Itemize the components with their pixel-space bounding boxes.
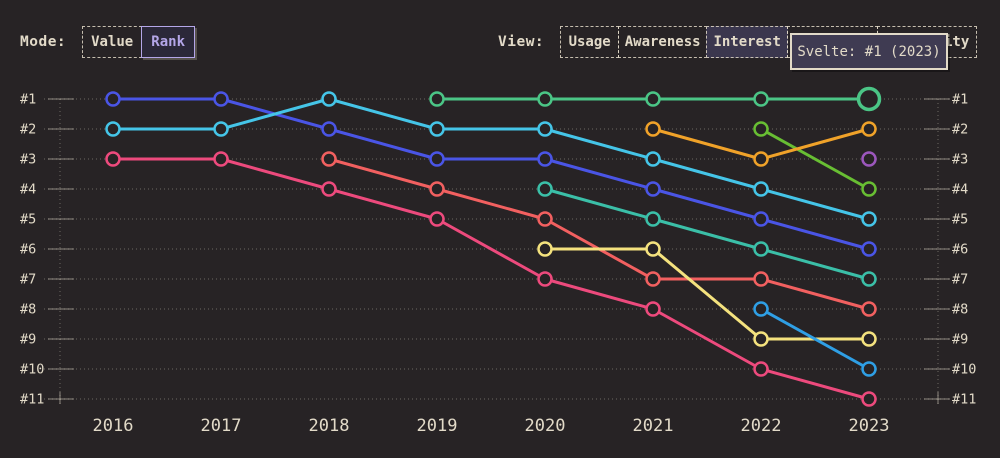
point-series-cyan-2020[interactable] — [537, 121, 553, 137]
rank-label-right-5: #5 — [952, 212, 968, 228]
point-series-salmon-2023[interactable] — [861, 301, 877, 317]
point-Svelte-2021[interactable] — [645, 91, 661, 107]
point-series-cyan-2021[interactable] — [645, 151, 661, 167]
rank-label-left-4: #4 — [20, 182, 36, 198]
tooltip: Svelte: #1 (2023) — [790, 33, 948, 70]
rank-label-right-2: #2 — [952, 122, 968, 138]
rank-label-left-9: #9 — [20, 332, 36, 348]
tooltip-text: Svelte: #1 (2023) — [797, 43, 941, 60]
year-label-2023: 2023 — [849, 416, 890, 436]
rank-label-left-2: #2 — [20, 122, 36, 138]
line-series-indigo — [111, 97, 871, 251]
point-series-salmon-2019[interactable] — [429, 181, 445, 197]
mode-label: Mode: — [20, 34, 67, 50]
point-series-indigo-2016[interactable] — [105, 91, 121, 107]
point-series-salmon-2022[interactable] — [753, 271, 769, 287]
point-series-cyan-2018[interactable] — [321, 91, 337, 107]
line-series-sky — [759, 307, 871, 371]
point-series-orange-2022[interactable] — [753, 151, 769, 167]
rank-label-left-3: #3 — [20, 152, 36, 168]
point-series-lime-2022[interactable] — [753, 121, 769, 137]
year-label-2019: 2019 — [417, 416, 458, 436]
rank-label-right-9: #9 — [952, 332, 968, 348]
line-series-salmon — [327, 157, 871, 311]
rank-label-left-1: #1 — [20, 92, 36, 108]
point-series-yellow-2022[interactable] — [753, 331, 769, 347]
point-series-salmon-2018[interactable] — [321, 151, 337, 167]
line-series-pink — [111, 157, 871, 401]
rank-label-right-6: #6 — [952, 242, 968, 258]
point-series-pink-2018[interactable] — [321, 181, 337, 197]
year-label-2016: 2016 — [93, 416, 134, 436]
point-series-indigo-2018[interactable] — [321, 121, 337, 137]
point-series-salmon-2020[interactable] — [537, 211, 553, 227]
year-label-2022: 2022 — [741, 416, 782, 436]
rank-label-left-10: #10 — [20, 362, 44, 378]
mode-buttons-row: Value Rank — [82, 26, 196, 58]
point-series-teal-2023[interactable] — [861, 271, 877, 287]
point-series-pink-2021[interactable] — [645, 301, 661, 317]
mode-toggle-group: Mode: Value Rank — [20, 26, 196, 58]
point-series-lime-2023[interactable] — [861, 181, 877, 197]
rank-label-right-10: #10 — [952, 362, 976, 378]
line-series-lime — [759, 127, 871, 191]
point-series-teal-2022[interactable] — [753, 241, 769, 257]
year-label-2018: 2018 — [309, 416, 350, 436]
point-series-indigo-2020[interactable] — [537, 151, 553, 167]
point-series-indigo-2022[interactable] — [753, 211, 769, 227]
year-label-2017: 2017 — [201, 416, 242, 436]
rank-label-right-1: #1 — [952, 92, 968, 108]
point-series-cyan-2019[interactable] — [429, 121, 445, 137]
mode-option-rank[interactable]: Rank — [141, 26, 196, 58]
rank-label-left-11: #11 — [20, 392, 44, 408]
point-series-cyan-2017[interactable] — [213, 121, 229, 137]
point-series-indigo-2021[interactable] — [645, 181, 661, 197]
point-series-sky-2022[interactable] — [753, 301, 769, 317]
view-label: View: — [498, 34, 545, 50]
point-series-orange-2023[interactable] — [861, 121, 877, 137]
point-Svelte-2023[interactable] — [856, 86, 882, 112]
point-series-yellow-2023[interactable] — [861, 331, 877, 347]
view-toggle-group: View: UsageAwarenessInterestPositivity — [498, 26, 978, 58]
rank-label-right-7: #7 — [952, 272, 968, 288]
point-series-pink-2022[interactable] — [753, 361, 769, 377]
point-series-pink-2023[interactable] — [861, 391, 877, 407]
point-series-teal-2020[interactable] — [537, 181, 553, 197]
point-series-purple-2023[interactable] — [861, 151, 877, 167]
point-series-salmon-2021[interactable] — [645, 271, 661, 287]
rank-label-left-6: #6 — [20, 242, 36, 258]
point-series-cyan-2016[interactable] — [105, 121, 121, 137]
rank-label-left-5: #5 — [20, 212, 36, 228]
point-series-indigo-2017[interactable] — [213, 91, 229, 107]
point-series-pink-2017[interactable] — [213, 151, 229, 167]
point-series-cyan-2023[interactable] — [861, 211, 877, 227]
rank-label-right-3: #3 — [952, 152, 968, 168]
point-series-orange-2021[interactable] — [645, 121, 661, 137]
rank-label-right-11: #11 — [952, 392, 976, 408]
year-label-2020: 2020 — [525, 416, 566, 436]
rank-label-right-4: #4 — [952, 182, 968, 198]
point-Svelte-2020[interactable] — [537, 91, 553, 107]
point-series-yellow-2021[interactable] — [645, 241, 661, 257]
point-series-pink-2020[interactable] — [537, 271, 553, 287]
point-series-pink-2019[interactable] — [429, 211, 445, 227]
point-series-indigo-2019[interactable] — [429, 151, 445, 167]
rank-label-right-8: #8 — [952, 302, 968, 318]
year-label-2021: 2021 — [633, 416, 674, 436]
view-buttons-row: UsageAwarenessInterestPositivity — [560, 26, 978, 58]
point-series-teal-2021[interactable] — [645, 211, 661, 227]
point-series-cyan-2022[interactable] — [753, 181, 769, 197]
point-series-sky-2023[interactable] — [861, 361, 877, 377]
point-Svelte-2022[interactable] — [753, 91, 769, 107]
line-series-cyan — [111, 97, 871, 221]
rank-label-left-7: #7 — [20, 272, 36, 288]
point-series-indigo-2023[interactable] — [861, 241, 877, 257]
rank-label-left-8: #8 — [20, 302, 36, 318]
point-series-yellow-2020[interactable] — [537, 241, 553, 257]
point-series-pink-2016[interactable] — [105, 151, 121, 167]
point-Svelte-2019[interactable] — [429, 91, 445, 107]
line-series-teal — [543, 187, 871, 281]
